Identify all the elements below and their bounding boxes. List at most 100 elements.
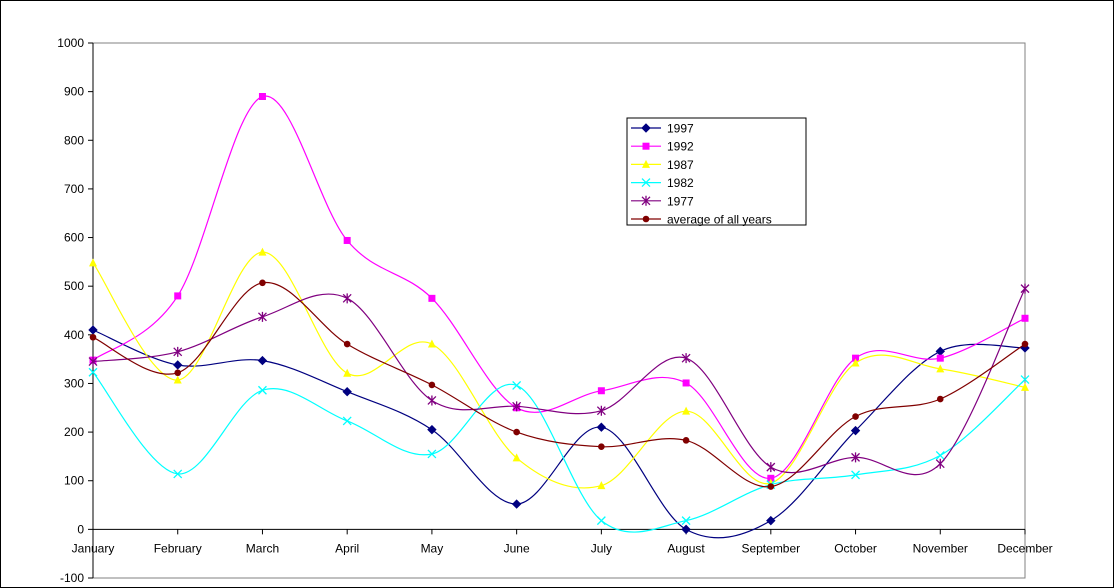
series-average-of-all-years xyxy=(89,279,1029,490)
x-tick-label: February xyxy=(154,541,202,555)
data-point-average-of-all-years xyxy=(1021,340,1029,348)
series-line-1987 xyxy=(92,251,1026,489)
data-point-1987 xyxy=(1021,382,1029,391)
data-point-1992 xyxy=(343,236,351,244)
legend: 1997 1992 1987 1982 1977 average of all years xyxy=(626,117,807,227)
y-tick-label: 600 xyxy=(64,231,84,245)
data-point-1977 xyxy=(427,395,437,406)
data-point-1987 xyxy=(597,481,606,490)
data-point-1987 xyxy=(512,453,521,462)
data-point-1977 xyxy=(173,346,183,357)
legend-marker-1987 xyxy=(642,159,650,168)
x-tick-label: December xyxy=(997,541,1052,555)
data-point-1992 xyxy=(597,387,605,395)
data-point-1992 xyxy=(258,93,266,100)
data-point-1992 xyxy=(767,474,775,482)
data-point-1992 xyxy=(682,379,690,387)
data-point-1987 xyxy=(343,368,352,377)
x-tick-label: November xyxy=(913,541,968,555)
x-tick-label: June xyxy=(504,541,530,555)
data-point-1992 xyxy=(1021,314,1029,322)
data-point-1982 xyxy=(173,469,183,479)
data-point-1982 xyxy=(935,450,945,460)
series-1997 xyxy=(88,325,1030,539)
legend-label-1987: 1987 xyxy=(667,158,694,172)
data-point-1982 xyxy=(427,449,437,459)
data-point-average-of-all-years xyxy=(89,333,97,341)
data-point-average-of-all-years xyxy=(428,381,436,389)
data-point-1997 xyxy=(766,515,776,526)
y-tick-label: 1000 xyxy=(57,36,84,50)
data-point-average-of-all-years xyxy=(343,340,351,348)
y-tick-label: 500 xyxy=(64,279,84,293)
data-point-1982 xyxy=(851,470,861,480)
legend-label-1997: 1997 xyxy=(667,122,694,136)
x-tick-label: August xyxy=(667,541,705,555)
legend-label-1977: 1977 xyxy=(667,194,694,208)
data-point-1977 xyxy=(766,462,776,473)
data-point-1977 xyxy=(512,401,522,412)
data-point-1977 xyxy=(596,405,606,416)
data-point-1997 xyxy=(173,360,183,370)
data-point-1977 xyxy=(681,353,691,364)
legend-marker-1997 xyxy=(641,123,651,133)
data-point-1992 xyxy=(936,354,944,362)
data-point-1982 xyxy=(257,385,267,395)
legend-box xyxy=(626,117,807,226)
data-point-average-of-all-years xyxy=(174,369,182,377)
data-point-1977 xyxy=(1020,283,1030,294)
data-point-1982 xyxy=(681,516,691,526)
legend-label-average-of-all-years: average of all years xyxy=(667,213,772,227)
x-tick-label: April xyxy=(335,541,359,555)
data-point-1987 xyxy=(851,358,860,367)
data-point-1982 xyxy=(88,367,98,377)
y-tick-label: 700 xyxy=(64,182,84,196)
data-point-1997 xyxy=(257,355,268,366)
data-point-1987 xyxy=(258,247,267,256)
y-tick-label: 800 xyxy=(64,133,84,147)
x-tick-label: May xyxy=(421,541,444,555)
y-tick-label: 400 xyxy=(64,328,84,342)
data-point-1977 xyxy=(88,356,98,367)
series-1987 xyxy=(89,247,1029,490)
series-line-average-of-all-years xyxy=(92,282,1026,488)
data-point-1977 xyxy=(257,311,267,322)
series-group xyxy=(88,93,1030,539)
data-point-1982 xyxy=(512,380,522,390)
y-tick-label: 900 xyxy=(64,85,84,99)
x-tick-label: October xyxy=(834,541,877,555)
data-point-average-of-all-years xyxy=(852,413,859,420)
legend-marker-1982 xyxy=(641,178,651,188)
data-point-1987 xyxy=(89,258,97,267)
data-point-1987 xyxy=(936,364,945,373)
data-point-average-of-all-years xyxy=(936,395,944,403)
data-point-1977 xyxy=(935,458,945,469)
legend-marker-1992 xyxy=(642,142,650,150)
data-point-1997 xyxy=(511,499,522,509)
legend-label-1992: 1992 xyxy=(667,140,694,154)
axes: -100 0 100 200 300 400 500 600 700 800 900 1000 Janu… xyxy=(57,36,1052,585)
data-point-average-of-all-years xyxy=(259,279,266,287)
data-point-1992 xyxy=(174,292,182,300)
data-point-1982 xyxy=(342,416,352,426)
y-tick-label: 0 xyxy=(77,522,84,536)
legend-marker-average-of-all-years xyxy=(642,215,650,223)
y-tick-label: 200 xyxy=(64,425,84,439)
data-point-1992 xyxy=(428,294,436,302)
data-point-1977 xyxy=(342,293,352,304)
data-point-1977 xyxy=(851,452,861,463)
legend-label-1982: 1982 xyxy=(667,176,694,190)
data-point-1997 xyxy=(342,387,352,397)
series-1977 xyxy=(88,283,1030,476)
data-point-average-of-all-years xyxy=(513,428,520,436)
data-point-1982 xyxy=(596,516,606,526)
data-point-1997 xyxy=(681,524,691,535)
data-point-1997 xyxy=(596,422,607,432)
data-point-average-of-all-years xyxy=(767,483,775,490)
data-point-1982 xyxy=(1020,375,1030,385)
data-point-1987 xyxy=(173,375,182,384)
y-tick-label: 300 xyxy=(64,376,84,390)
